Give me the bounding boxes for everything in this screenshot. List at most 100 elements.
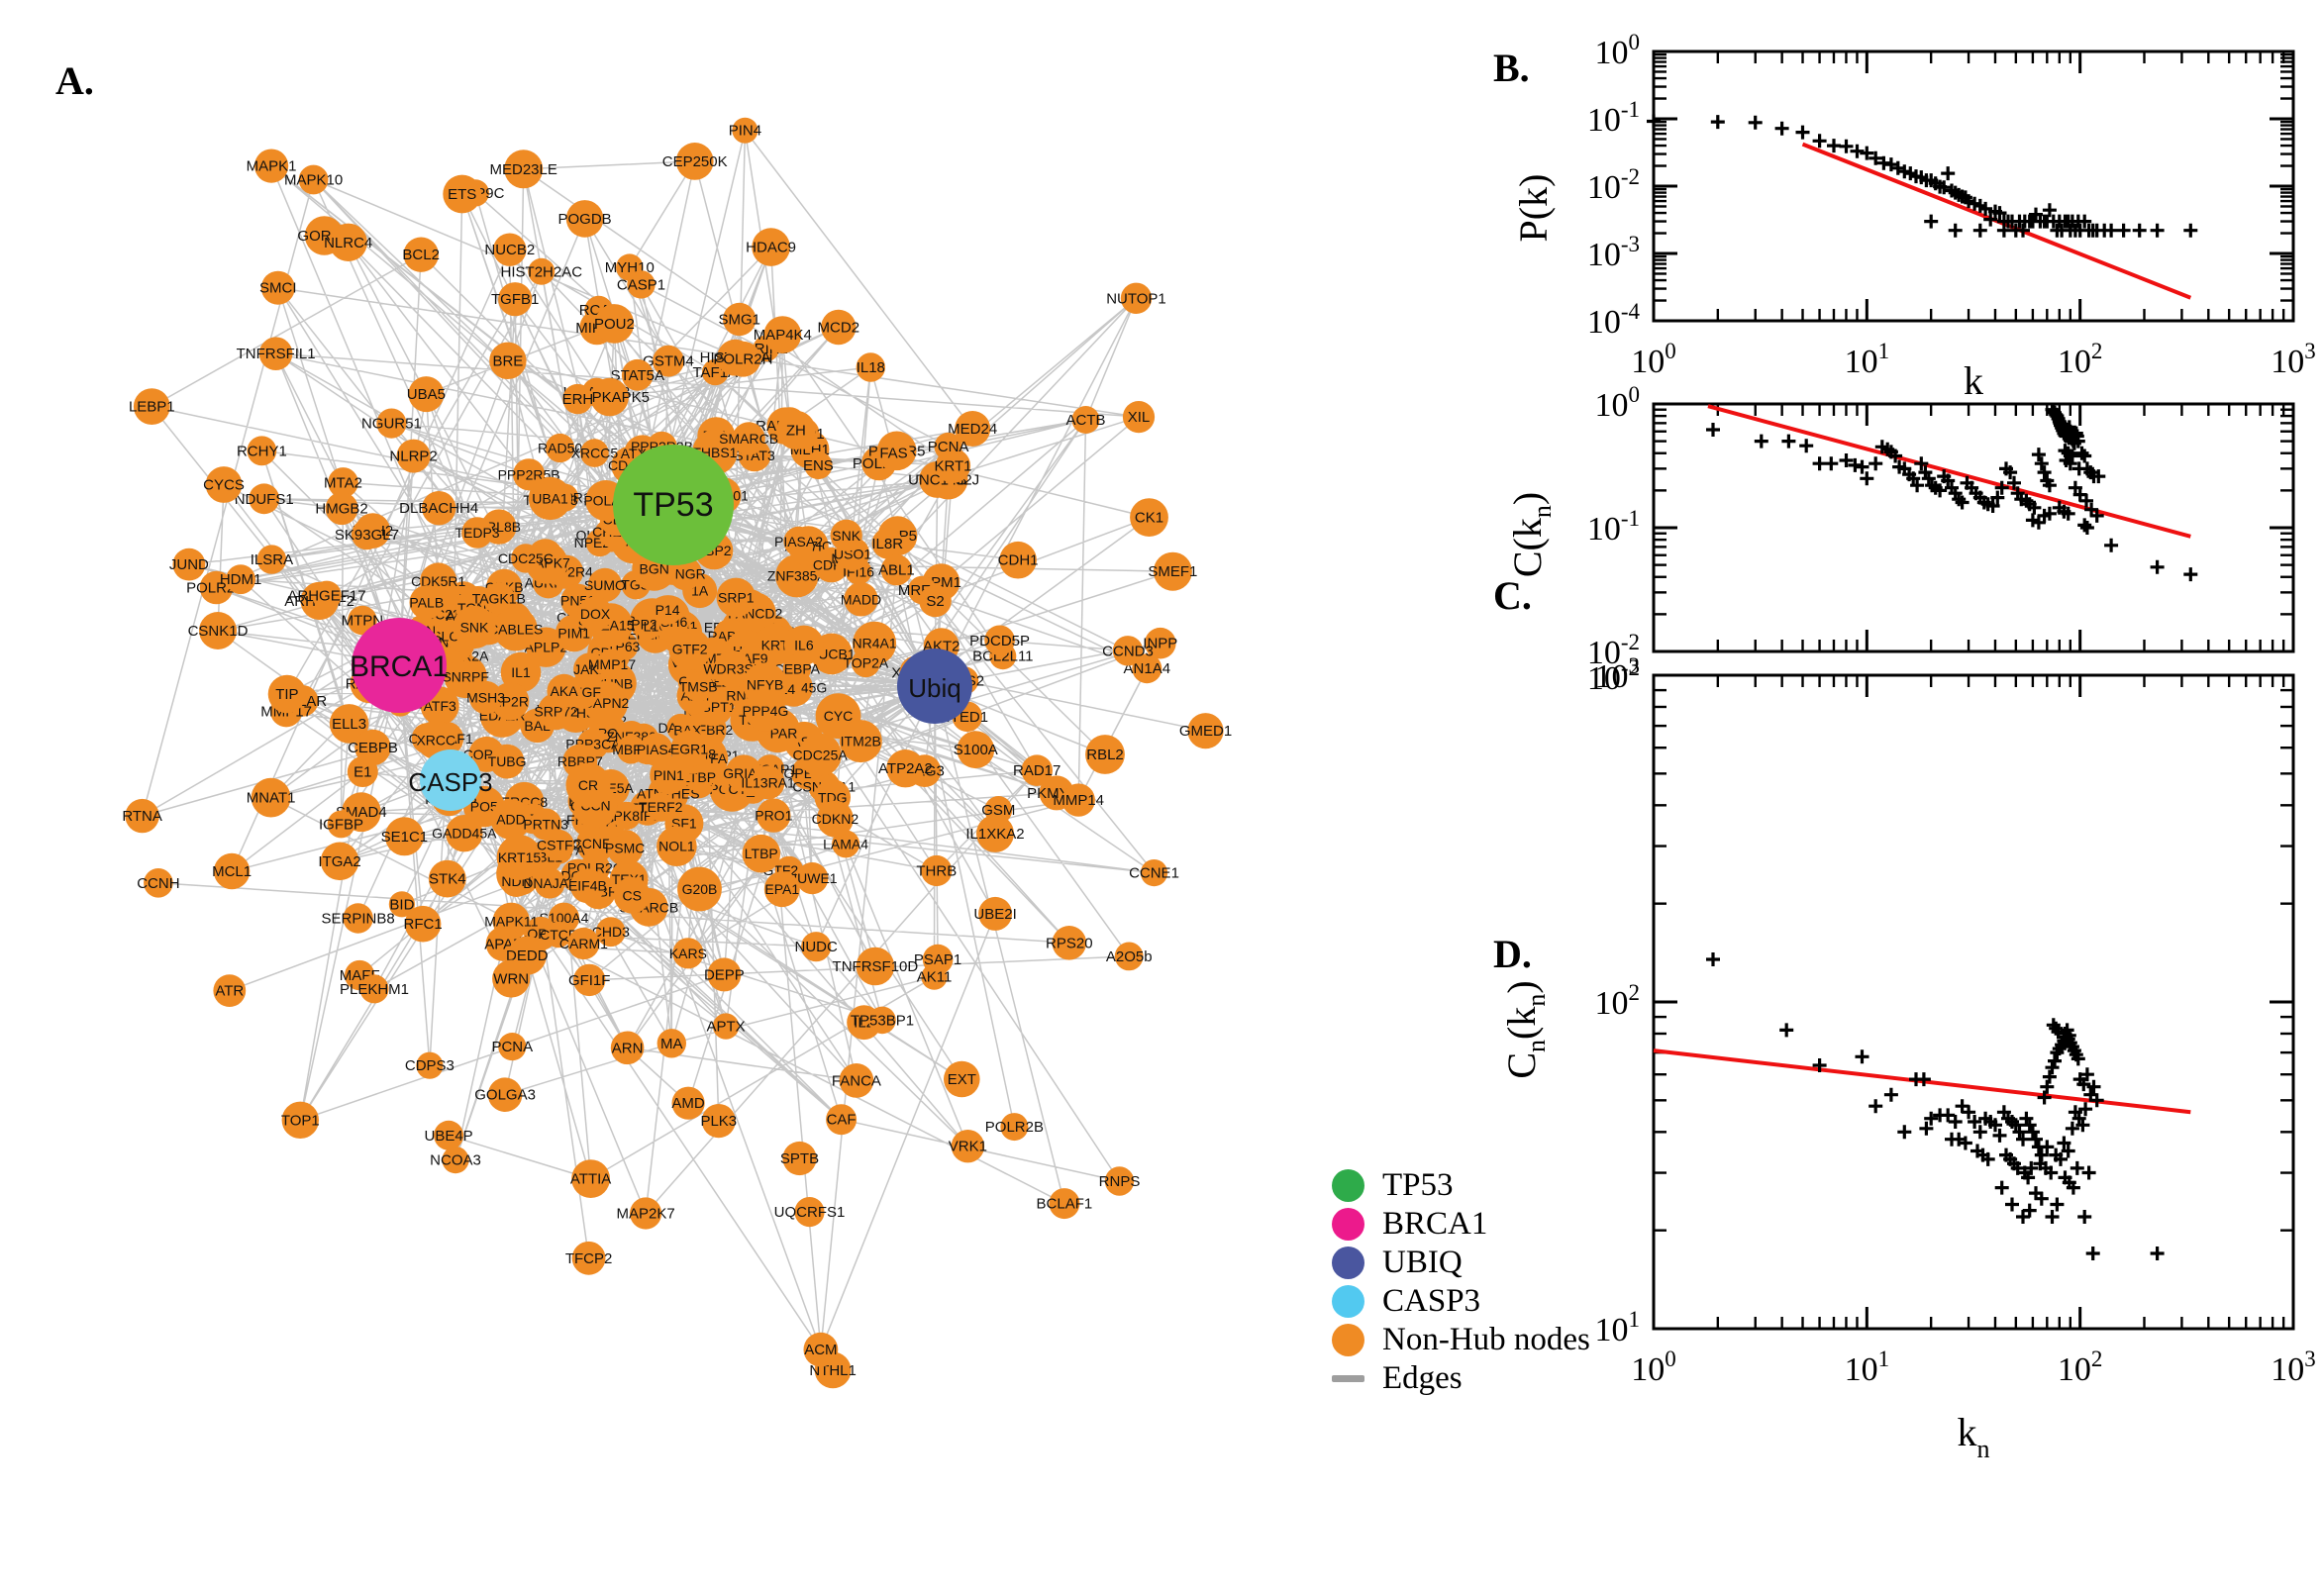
graph-node[interactable]	[1085, 735, 1125, 774]
graph-node[interactable]	[498, 282, 533, 317]
graph-node[interactable]	[630, 1197, 662, 1230]
graph-node[interactable]	[493, 607, 538, 651]
graph-node[interactable]	[348, 605, 377, 636]
graph-node[interactable]	[725, 341, 761, 377]
graph-node[interactable]	[577, 596, 613, 632]
graph-node[interactable]	[571, 1241, 606, 1275]
graph-node[interactable]	[871, 528, 903, 559]
graph-node[interactable]	[580, 439, 609, 467]
graph-node[interactable]	[1187, 713, 1224, 749]
graph-node[interactable]	[856, 352, 885, 382]
graph-node[interactable]	[921, 963, 948, 990]
graph-node[interactable]	[868, 1006, 896, 1035]
graph-node[interactable]	[199, 612, 237, 649]
graph-node[interactable]	[951, 1130, 985, 1163]
graph-node[interactable]	[782, 1141, 817, 1176]
graph-node[interactable]	[732, 117, 758, 144]
graph-node[interactable]	[256, 545, 287, 574]
graph-node[interactable]	[978, 896, 1013, 931]
graph-node[interactable]	[528, 257, 556, 285]
graph-node[interactable]	[528, 476, 572, 521]
graph-node[interactable]	[716, 577, 757, 618]
graph-node[interactable]	[957, 731, 995, 769]
graph-node[interactable]	[404, 905, 442, 943]
graph-node[interactable]	[388, 891, 415, 918]
graph-node[interactable]	[803, 1332, 839, 1367]
graph-node[interactable]	[944, 1060, 980, 1098]
graph-node[interactable]	[826, 1104, 858, 1136]
graph-node[interactable]	[656, 826, 697, 866]
graph-node[interactable]	[565, 762, 611, 808]
graph-node[interactable]	[351, 519, 382, 550]
graph-node[interactable]	[408, 376, 445, 413]
graph-node[interactable]	[329, 704, 369, 744]
graph-hub-node-ubiq[interactable]	[897, 648, 972, 724]
graph-node[interactable]	[794, 1197, 825, 1228]
graph-node[interactable]	[144, 868, 173, 898]
graph-node[interactable]	[416, 1051, 444, 1079]
graph-node[interactable]	[254, 149, 289, 183]
graph-node[interactable]	[260, 270, 295, 305]
graph-node[interactable]	[613, 876, 651, 914]
graph-node[interactable]	[856, 947, 895, 986]
graph-node[interactable]	[595, 917, 626, 948]
graph-node[interactable]	[571, 1159, 610, 1198]
graph-node[interactable]	[569, 868, 605, 904]
graph-node[interactable]	[921, 854, 953, 887]
graph-node[interactable]	[712, 1013, 740, 1040]
graph-node[interactable]	[442, 1147, 469, 1174]
graph-node[interactable]	[1140, 859, 1168, 887]
graph-node[interactable]	[461, 517, 493, 549]
graph-node[interactable]	[839, 720, 882, 763]
graph-node[interactable]	[281, 1101, 319, 1140]
graph-node[interactable]	[621, 358, 654, 391]
graph-node[interactable]	[782, 654, 812, 683]
graph-node[interactable]	[416, 720, 455, 760]
graph-node[interactable]	[713, 649, 752, 688]
graph-node[interactable]	[1052, 926, 1087, 960]
graph-node[interactable]	[844, 582, 878, 617]
graph-node[interactable]	[743, 662, 787, 707]
graph-node[interactable]	[493, 233, 527, 266]
graph-node[interactable]	[653, 595, 682, 625]
graph-node[interactable]	[422, 491, 456, 526]
graph-node[interactable]	[1130, 498, 1168, 537]
graph-node[interactable]	[796, 862, 829, 895]
graph-node[interactable]	[327, 810, 355, 839]
graph-node[interactable]	[1104, 1166, 1135, 1196]
graph-node[interactable]	[672, 938, 704, 969]
graph-node[interactable]	[443, 174, 482, 214]
graph-node[interactable]	[1061, 783, 1095, 817]
graph-node[interactable]	[500, 651, 542, 693]
graph-node[interactable]	[919, 584, 952, 618]
graph-node[interactable]	[650, 755, 688, 795]
graph-node[interactable]	[757, 798, 791, 833]
graph-node[interactable]	[752, 228, 790, 266]
graph-node[interactable]	[251, 777, 291, 818]
graph-node[interactable]	[320, 842, 359, 881]
graph-node[interactable]	[490, 799, 532, 840]
graph-node[interactable]	[354, 729, 391, 766]
graph-node[interactable]	[675, 143, 714, 180]
graph-node[interactable]	[1049, 1188, 1080, 1220]
graph-node[interactable]	[783, 526, 814, 557]
graph-node[interactable]	[504, 150, 544, 189]
graph-node[interactable]	[199, 570, 234, 605]
graph-node[interactable]	[213, 852, 251, 890]
graph-node[interactable]	[763, 316, 802, 353]
graph-node[interactable]	[409, 585, 445, 620]
graph-node[interactable]	[656, 1029, 686, 1058]
graph-node[interactable]	[545, 921, 571, 948]
graph-node[interactable]	[359, 974, 389, 1004]
graph-hub-node-brca1[interactable]	[352, 618, 447, 713]
graph-node[interactable]	[668, 628, 711, 670]
graph-node[interactable]	[646, 792, 675, 822]
graph-node[interactable]	[955, 411, 991, 447]
graph-node[interactable]	[573, 963, 606, 997]
graph-node[interactable]	[816, 800, 854, 838]
graph-node[interactable]	[1021, 754, 1053, 786]
graph-node[interactable]	[325, 492, 358, 526]
graph-node[interactable]	[880, 554, 913, 586]
graph-node[interactable]	[446, 815, 483, 852]
graph-node[interactable]	[312, 580, 342, 611]
